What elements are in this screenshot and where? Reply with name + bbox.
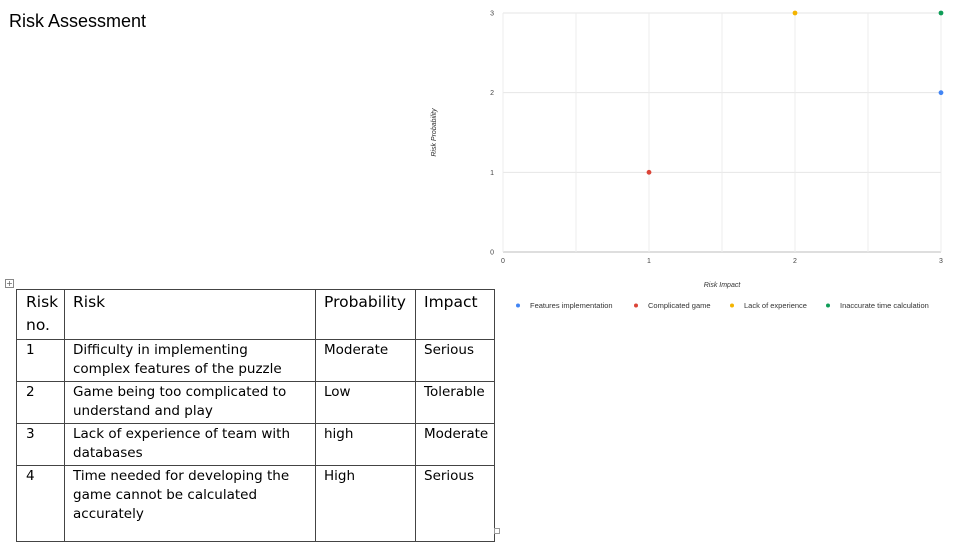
x-tick-label: 2	[793, 258, 797, 265]
table-row: 3 Lack of experience of team with databa…	[16, 423, 495, 466]
y-tick-label: 1	[490, 170, 494, 177]
move-handle-icon[interactable]: +	[5, 279, 14, 288]
x-axis-title: Risk Impact	[704, 282, 742, 289]
table-row: 4 Time needed for developing the game ca…	[16, 465, 495, 542]
y-tick-label: 0	[490, 250, 494, 257]
risk-table: Risk no. Risk Probability Impact 1 Diffi…	[16, 289, 495, 542]
cell-risk-no: 1	[16, 339, 65, 382]
x-tick-label: 3	[939, 258, 943, 265]
legend-marker	[634, 303, 638, 308]
data-point	[938, 90, 944, 96]
cell-impact: Serious	[415, 339, 495, 382]
chart-canvas: 0 1 2 3 0 1 2 3 Risk Impact Risk Probability Featu…	[431, 10, 944, 310]
cell-risk-no: 2	[16, 381, 65, 424]
cell-risk: Time needed for developing the game cann…	[64, 465, 316, 542]
header-risk-no: Risk no.	[16, 289, 65, 340]
legend-marker	[730, 303, 734, 308]
cell-risk: Game being too complicated to understand…	[64, 381, 316, 424]
x-tick-label: 1	[647, 258, 651, 265]
legend-marker	[826, 303, 830, 308]
cell-probability: high	[315, 423, 416, 466]
legend-entry: Complicated game	[648, 301, 711, 310]
table-header-row: Risk no. Risk Probability Impact	[16, 289, 495, 340]
cell-impact: Moderate	[415, 423, 495, 466]
cell-impact: Serious	[415, 465, 495, 542]
slide-title: Risk Assessment	[9, 11, 147, 31]
cell-risk: Difficulty in implementing complex featu…	[64, 339, 316, 382]
cell-risk: Lack of experience of team with database…	[64, 423, 316, 466]
legend-marker	[516, 303, 520, 308]
cell-risk-no: 4	[16, 465, 65, 542]
legend-entry: Features implementation	[530, 301, 613, 310]
y-tick-label: 2	[490, 90, 494, 97]
cell-impact: Tolerable	[415, 381, 495, 424]
table-row: 2 Game being too complicated to understa…	[16, 381, 495, 424]
data-point	[938, 10, 944, 16]
cell-probability: Low	[315, 381, 416, 424]
header-impact: Impact	[415, 289, 495, 340]
cell-probability: High	[315, 465, 416, 542]
risk-scatter-chart: 0 1 2 3 0 1 2 3 Risk Impact Risk Probability Featu…	[420, 0, 960, 330]
header-probability: Probability	[315, 289, 416, 340]
table-resize-handle[interactable]	[494, 528, 500, 534]
x-tick-label: 0	[501, 258, 505, 265]
data-point	[792, 10, 798, 16]
cell-risk-no: 3	[16, 423, 65, 466]
header-risk: Risk	[64, 289, 316, 340]
legend-entry: Lack of experience	[744, 301, 807, 310]
data-point	[646, 169, 652, 175]
table-row: 1 Difficulty in implementing complex fea…	[16, 339, 495, 382]
cell-probability: Moderate	[315, 339, 416, 382]
y-tick-label: 3	[490, 11, 494, 18]
legend-entry: Inaccurate time calculation	[840, 301, 929, 310]
y-axis-title: Risk Probability	[431, 108, 438, 157]
